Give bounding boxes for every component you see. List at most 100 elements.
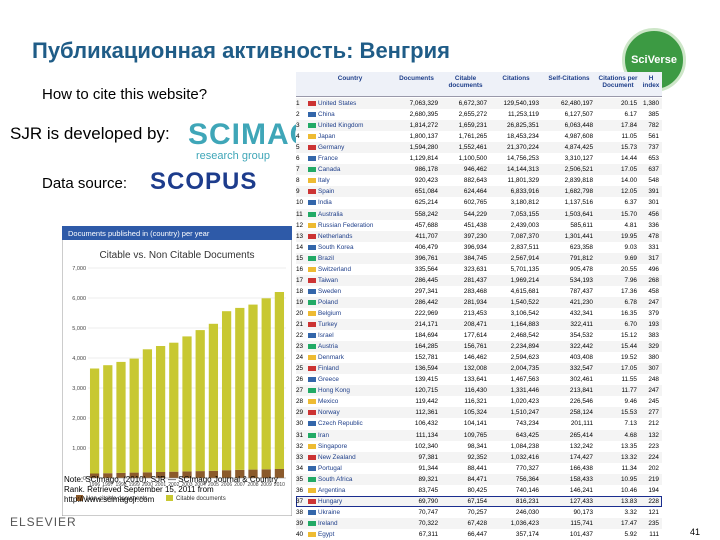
- flag: [308, 322, 316, 327]
- table-cell: 7.13: [624, 420, 637, 428]
- flag: [308, 443, 316, 449]
- table-cell: 91,344: [418, 464, 438, 472]
- scimago-sub: research group: [196, 150, 270, 162]
- country-name[interactable]: Finland: [318, 365, 339, 373]
- country-name[interactable]: Hungary: [318, 497, 343, 505]
- table-cell: 40: [296, 530, 304, 538]
- chart-title: Citable vs. Non Citable Documents: [99, 250, 254, 261]
- table-cell: 3: [296, 122, 300, 130]
- country-name[interactable]: United States: [318, 100, 357, 107]
- table-cell: 22: [296, 332, 304, 340]
- y-tick-label: 2,000: [72, 416, 86, 422]
- table-cell: 1,137,516: [564, 199, 593, 207]
- chart-panel: Documents published in (country) per yea…: [62, 226, 292, 516]
- country-name[interactable]: Iran: [318, 431, 330, 439]
- country-name[interactable]: Czech Republic: [318, 420, 363, 428]
- table-cell: 111,134: [415, 431, 438, 439]
- table-cell: 2,837,511: [511, 243, 539, 251]
- country-name[interactable]: Argentina: [318, 486, 346, 494]
- bar: [235, 469, 245, 478]
- country-name[interactable]: Denmark: [318, 354, 344, 362]
- x-tick-label: 2003: [181, 482, 192, 488]
- table-cell: 67,154: [467, 497, 487, 505]
- flag: [308, 410, 316, 416]
- country-name[interactable]: Russian Federation: [318, 221, 374, 229]
- table-cell: 105,324: [463, 409, 487, 417]
- x-tick-label: 2010: [274, 482, 285, 488]
- flag: [308, 454, 316, 460]
- flag: [308, 299, 316, 305]
- table-cell: 1,331,446: [510, 387, 539, 395]
- table-cell: 354,532: [569, 332, 593, 340]
- table-cell: 2,506,521: [564, 166, 593, 174]
- country-name[interactable]: Taiwan: [318, 276, 338, 284]
- country-name[interactable]: Poland: [318, 298, 338, 306]
- country-name[interactable]: Israel: [318, 332, 334, 340]
- country-name[interactable]: Spain: [318, 188, 335, 196]
- table-cell: 643,425: [515, 431, 539, 439]
- table-cell: 223: [648, 442, 659, 450]
- country-name[interactable]: China: [318, 111, 335, 119]
- table-cell: 29: [296, 409, 304, 417]
- table-cell: 7,063,329: [409, 100, 438, 107]
- table-cell: 98,341: [467, 442, 487, 450]
- country-name[interactable]: Mexico: [318, 398, 339, 406]
- country-name[interactable]: Australia: [318, 210, 343, 218]
- country-name[interactable]: Japan: [318, 133, 336, 141]
- cite-link[interactable]: How to cite this website?: [42, 86, 208, 103]
- flag: [308, 156, 316, 162]
- table-cell: 102,340: [414, 442, 438, 450]
- country-name[interactable]: South Africa: [318, 475, 353, 483]
- table-cell: 15.70: [621, 210, 637, 218]
- country-name[interactable]: Singapore: [318, 442, 348, 450]
- country-name[interactable]: Brazil: [318, 254, 334, 262]
- table-cell: 4.81: [624, 221, 637, 229]
- table-cell: 119,442: [415, 398, 438, 406]
- bar: [89, 368, 100, 474]
- bar: [274, 292, 285, 469]
- table-cell: 184,694: [414, 332, 438, 340]
- country-name[interactable]: Netherlands: [318, 232, 353, 240]
- country-name[interactable]: Canada: [318, 166, 341, 174]
- bar: [208, 470, 219, 478]
- table-cell: 39: [296, 519, 304, 527]
- country-name[interactable]: New Zealand: [318, 453, 356, 461]
- slide-title: Публикационная активность: Венгрия: [32, 38, 450, 63]
- table-cell: 1,084,238: [510, 442, 539, 450]
- table-cell: 1,540,522: [510, 298, 539, 306]
- row-bg: [296, 484, 662, 496]
- country-name[interactable]: Austria: [318, 343, 338, 351]
- country-name[interactable]: Sweden: [318, 287, 342, 295]
- country-name[interactable]: Greece: [318, 376, 339, 384]
- flag: [308, 355, 316, 361]
- country-name[interactable]: Egypt: [318, 530, 335, 538]
- table-cell: 23: [296, 343, 304, 351]
- country-name[interactable]: United Kingdom: [318, 122, 364, 130]
- country-name[interactable]: Ireland: [318, 519, 338, 527]
- column-header: Country: [337, 75, 363, 82]
- bar: [169, 342, 179, 472]
- country-name[interactable]: Germany: [318, 144, 345, 152]
- country-name[interactable]: Belgium: [318, 309, 342, 317]
- country-name[interactable]: Portugal: [318, 464, 342, 472]
- table-cell: 277: [648, 409, 659, 417]
- table-cell: 331: [648, 243, 659, 251]
- table-cell: 12.05: [621, 188, 637, 196]
- country-name[interactable]: Switzerland: [318, 265, 352, 273]
- country-name[interactable]: South Korea: [318, 243, 354, 251]
- country-name[interactable]: Ukraine: [318, 508, 341, 516]
- y-tick-label: 5,000: [72, 326, 86, 332]
- table-cell: 116,430: [464, 387, 487, 395]
- table-cell: 26,825,351: [507, 122, 539, 130]
- row-bg: [296, 153, 662, 165]
- country-name[interactable]: Hong Kong: [318, 387, 350, 395]
- country-name[interactable]: Norway: [318, 409, 340, 417]
- table-cell: 743,234: [515, 420, 539, 428]
- table-cell: 9.03: [624, 243, 637, 251]
- country-name[interactable]: India: [318, 199, 332, 207]
- country-name[interactable]: France: [318, 155, 338, 163]
- country-name[interactable]: Turkey: [318, 321, 338, 328]
- country-name[interactable]: Italy: [318, 177, 330, 185]
- table-cell: 28: [296, 398, 304, 406]
